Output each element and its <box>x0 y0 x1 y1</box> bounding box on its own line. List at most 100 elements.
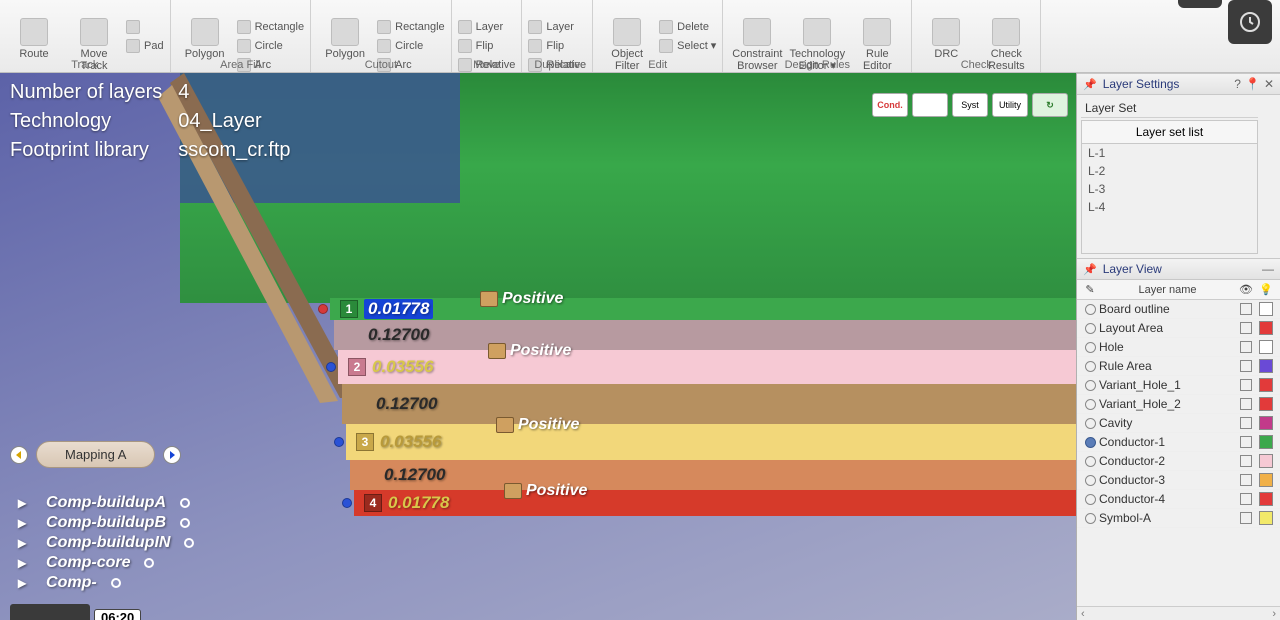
ribbon-item[interactable]: Layer <box>458 18 516 35</box>
layer-view-row[interactable]: Variant_Hole_1 <box>1077 376 1280 395</box>
buildup-item[interactable]: Comp-buildupB <box>18 513 194 533</box>
ribbon-item[interactable]: Select ▾ <box>659 37 716 54</box>
layer-view-row[interactable]: Hole <box>1077 338 1280 357</box>
ribbon-item[interactable] <box>126 18 164 35</box>
layer-visible-checkbox[interactable] <box>1236 322 1256 334</box>
eye-icon[interactable]: 👁 <box>1236 283 1256 296</box>
layer-visible-checkbox[interactable] <box>1236 303 1256 315</box>
layer-color-swatch[interactable] <box>1256 340 1276 354</box>
mapping-pill[interactable]: Mapping A <box>36 441 155 468</box>
ribbon-big-button[interactable]: Polygon <box>317 16 373 60</box>
ribbon-group: PolygonRectangleCircleArcArea Fill <box>171 0 312 72</box>
layer-select-radio[interactable] <box>1081 418 1099 429</box>
ribbon-item[interactable]: Rectangle <box>237 18 305 35</box>
ribbon-item[interactable]: Layer <box>528 18 586 35</box>
layer-visible-checkbox[interactable] <box>1236 436 1256 448</box>
ribbon-big-button[interactable]: Route <box>6 16 62 60</box>
layer-visible-checkbox[interactable] <box>1236 493 1256 505</box>
layer-view-row[interactable]: Rule Area <box>1077 357 1280 376</box>
layer-color-swatch[interactable] <box>1256 321 1276 335</box>
layer-color-swatch[interactable] <box>1256 302 1276 316</box>
ribbon-item[interactable]: Pad <box>126 37 164 54</box>
layer-view-list[interactable]: Board outlineLayout AreaHoleRule AreaVar… <box>1077 300 1280 606</box>
layer-select-radio[interactable] <box>1081 342 1099 353</box>
layer-color-swatch[interactable] <box>1256 416 1276 430</box>
layer-select-radio[interactable] <box>1081 494 1099 505</box>
layer-color-swatch[interactable] <box>1256 454 1276 468</box>
layer-select-radio[interactable] <box>1081 361 1099 372</box>
ribbon-item[interactable]: Flip <box>528 37 586 54</box>
layer-thickness: 0.12700 <box>368 325 429 345</box>
clock-badge[interactable] <box>1228 0 1272 44</box>
viewport-3d[interactable]: Number of layers4Technology04_LayerFootp… <box>0 73 1076 620</box>
mapping-next-button[interactable] <box>163 446 181 464</box>
layer-visible-checkbox[interactable] <box>1236 512 1256 524</box>
layer-view-row[interactable]: Layout Area <box>1077 319 1280 338</box>
layer-select-radio[interactable] <box>1081 513 1099 524</box>
layer-view-hscroll[interactable]: ‹› <box>1077 606 1280 620</box>
layer-visible-checkbox[interactable] <box>1236 455 1256 467</box>
layer-view-row[interactable]: Symbol-A <box>1077 509 1280 528</box>
buildup-item[interactable]: Comp-buildupA <box>18 493 194 513</box>
layer-visible-checkbox[interactable] <box>1236 379 1256 391</box>
bulb-icon[interactable]: 💡 <box>1256 283 1276 296</box>
layer-view-row[interactable]: Board outline <box>1077 300 1280 319</box>
layer-select-radio[interactable] <box>1081 304 1099 315</box>
viewport-badge[interactable]: Utility <box>992 93 1028 117</box>
layer-view-row[interactable]: Conductor-4 <box>1077 490 1280 509</box>
ribbon-item[interactable]: Circle <box>377 37 445 54</box>
buildup-item[interactable]: Comp-buildupIN <box>18 533 194 553</box>
help-icon[interactable]: ? <box>1234 77 1241 91</box>
layer-view-row[interactable]: Variant_Hole_2 <box>1077 395 1280 414</box>
layer-color-swatch[interactable] <box>1256 511 1276 525</box>
viewport-badge[interactable]: ↻ <box>1032 93 1068 117</box>
buildup-item[interactable]: Comp-core <box>18 553 194 573</box>
layer-color-swatch[interactable] <box>1256 435 1276 449</box>
buildup-item[interactable]: Comp- <box>18 573 194 593</box>
ribbon-item[interactable]: Delete <box>659 18 716 35</box>
menu-badge[interactable] <box>1178 0 1222 8</box>
layer-number-badge: 3 <box>356 433 374 451</box>
layer-number-badge: 2 <box>348 358 366 376</box>
viewport-badge[interactable] <box>912 93 948 117</box>
layer-set-item[interactable]: L-4 <box>1082 198 1257 216</box>
layer-select-radio[interactable] <box>1081 323 1099 334</box>
layer-visible-checkbox[interactable] <box>1236 360 1256 372</box>
layer-set-list[interactable]: L-1L-2L-3L-4 <box>1081 144 1258 254</box>
layer-view-row[interactable]: Conductor-1 <box>1077 433 1280 452</box>
minimize-icon[interactable]: — <box>1262 262 1274 276</box>
layer-color-swatch[interactable] <box>1256 378 1276 392</box>
layer-select-radio[interactable] <box>1081 380 1099 391</box>
layer-settings-title[interactable]: Layer Settings ? 📍 ✕ <box>1077 73 1280 95</box>
layer-color-swatch[interactable] <box>1256 359 1276 373</box>
layer-color-swatch[interactable] <box>1256 492 1276 506</box>
ribbon-big-button[interactable]: DRC <box>918 16 974 60</box>
ribbon-item[interactable]: Flip <box>458 37 516 54</box>
layer-color-swatch[interactable] <box>1256 397 1276 411</box>
layer-view-row[interactable]: Cavity <box>1077 414 1280 433</box>
layer-set-item[interactable]: L-2 <box>1082 162 1257 180</box>
layer-visible-checkbox[interactable] <box>1236 341 1256 353</box>
close-icon[interactable]: ✕ <box>1264 77 1274 91</box>
layer-visible-checkbox[interactable] <box>1236 417 1256 429</box>
ribbon-big-button[interactable]: Polygon <box>177 16 233 60</box>
layer-color-swatch[interactable] <box>1256 473 1276 487</box>
layer-select-radio[interactable] <box>1081 399 1099 410</box>
layer-view-row[interactable]: Conductor-2 <box>1077 452 1280 471</box>
video-progress[interactable] <box>10 604 90 620</box>
ribbon-item[interactable]: Circle <box>237 37 305 54</box>
layer-view-title[interactable]: Layer View — <box>1077 258 1280 280</box>
viewport-badge[interactable]: Cond. <box>872 93 908 117</box>
layer-set-item[interactable]: L-3 <box>1082 180 1257 198</box>
layer-set-item[interactable]: L-1 <box>1082 144 1257 162</box>
layer-visible-checkbox[interactable] <box>1236 474 1256 486</box>
mapping-prev-button[interactable] <box>10 446 28 464</box>
viewport-badge[interactable]: Syst <box>952 93 988 117</box>
layer-select-radio[interactable] <box>1081 456 1099 467</box>
layer-select-radio[interactable] <box>1081 475 1099 486</box>
layer-visible-checkbox[interactable] <box>1236 398 1256 410</box>
pin-icon[interactable]: 📍 <box>1245 77 1260 91</box>
layer-select-radio[interactable] <box>1081 437 1099 448</box>
layer-view-row[interactable]: Conductor-3 <box>1077 471 1280 490</box>
ribbon-item[interactable]: Rectangle <box>377 18 445 35</box>
